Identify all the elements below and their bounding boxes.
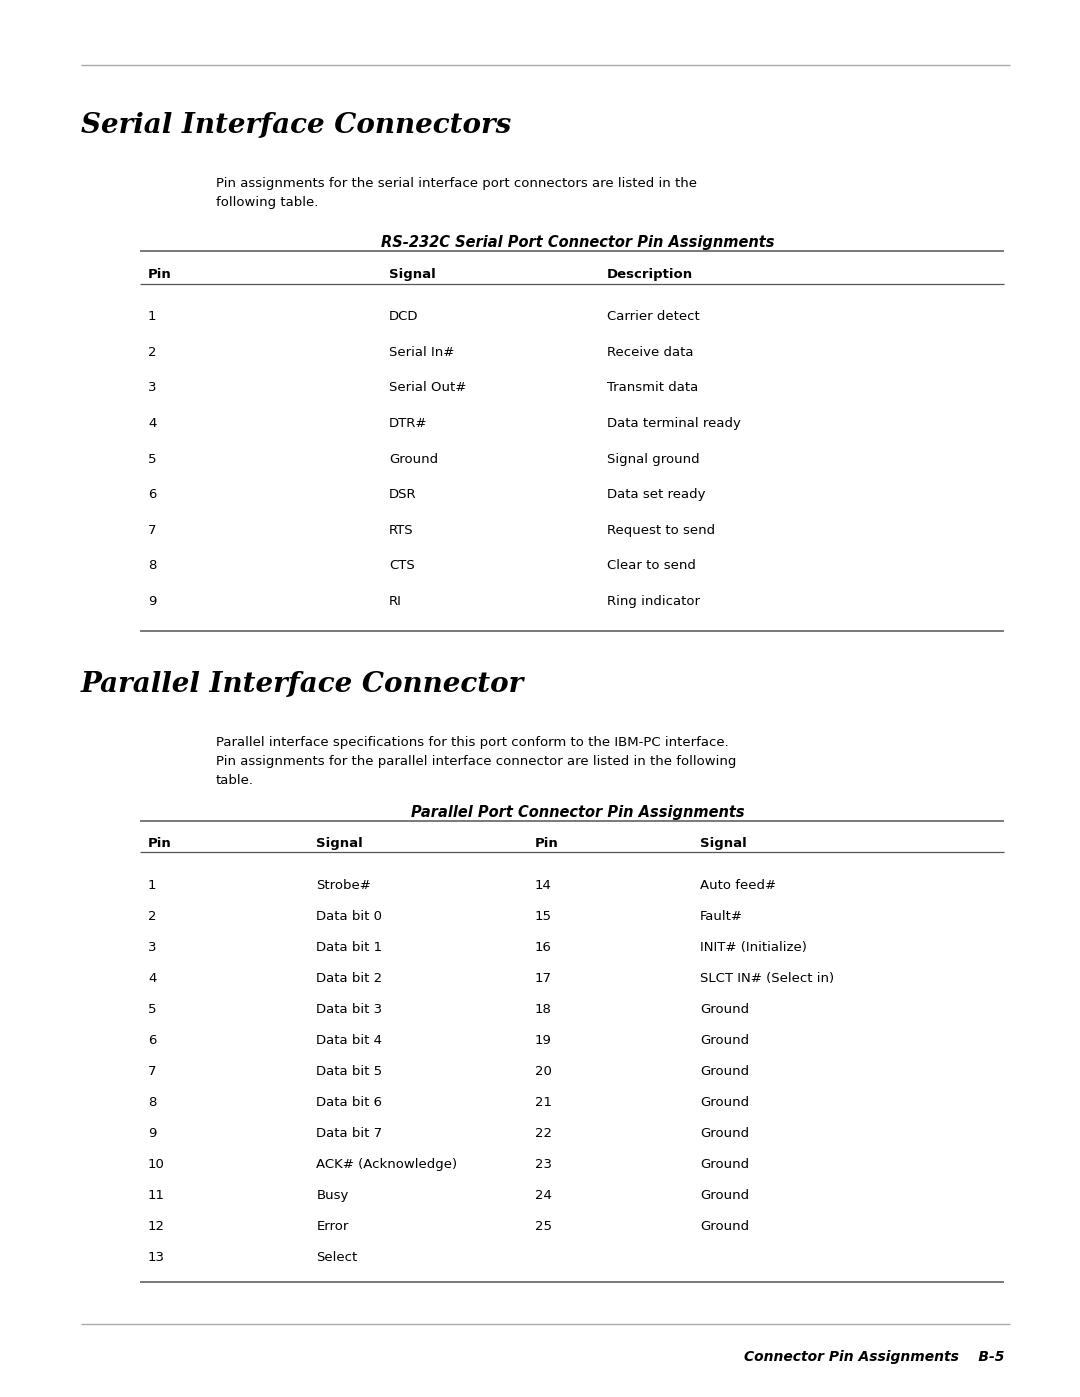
Text: Ground: Ground xyxy=(389,453,437,465)
Text: Ground: Ground xyxy=(700,1189,748,1201)
Text: Error: Error xyxy=(316,1220,349,1234)
Text: 7: 7 xyxy=(148,1065,157,1078)
Text: DCD: DCD xyxy=(389,310,418,323)
Text: 14: 14 xyxy=(535,879,552,891)
Text: Ground: Ground xyxy=(700,1003,748,1016)
Text: Pin: Pin xyxy=(148,268,172,281)
Text: 6: 6 xyxy=(148,1034,157,1046)
Text: 22: 22 xyxy=(535,1127,552,1140)
Text: 11: 11 xyxy=(148,1189,165,1201)
Text: DTR#: DTR# xyxy=(389,416,428,430)
Text: Ground: Ground xyxy=(700,1034,748,1046)
Text: Data bit 7: Data bit 7 xyxy=(316,1127,382,1140)
Text: 24: 24 xyxy=(535,1189,552,1201)
Text: 2: 2 xyxy=(148,909,157,923)
Text: 20: 20 xyxy=(535,1065,552,1078)
Text: 19: 19 xyxy=(535,1034,552,1046)
Text: Busy: Busy xyxy=(316,1189,349,1201)
Text: 15: 15 xyxy=(535,909,552,923)
Text: Ground: Ground xyxy=(700,1065,748,1078)
Text: 16: 16 xyxy=(535,940,552,954)
Text: Data terminal ready: Data terminal ready xyxy=(607,416,741,430)
Text: 5: 5 xyxy=(148,453,157,465)
Text: CTS: CTS xyxy=(389,559,415,573)
Text: Auto feed#: Auto feed# xyxy=(700,879,775,891)
Text: Connector Pin Assignments    B-5: Connector Pin Assignments B-5 xyxy=(744,1350,1004,1363)
Text: RTS: RTS xyxy=(389,524,414,536)
Text: Clear to send: Clear to send xyxy=(607,559,696,573)
Text: RI: RI xyxy=(389,595,402,608)
Text: Parallel Port Connector Pin Assignments: Parallel Port Connector Pin Assignments xyxy=(411,805,744,820)
Text: 4: 4 xyxy=(148,416,157,430)
Text: 1: 1 xyxy=(148,879,157,891)
Text: Signal ground: Signal ground xyxy=(607,453,700,465)
Text: 4: 4 xyxy=(148,972,157,985)
Text: Ground: Ground xyxy=(700,1127,748,1140)
Text: 2: 2 xyxy=(148,345,157,359)
Text: Ground: Ground xyxy=(700,1220,748,1234)
Text: 17: 17 xyxy=(535,972,552,985)
Text: 25: 25 xyxy=(535,1220,552,1234)
Text: Ring indicator: Ring indicator xyxy=(607,595,700,608)
Text: INIT# (Initialize): INIT# (Initialize) xyxy=(700,940,807,954)
Text: 21: 21 xyxy=(535,1095,552,1109)
Text: Receive data: Receive data xyxy=(607,345,693,359)
Text: 3: 3 xyxy=(148,940,157,954)
Text: Serial Interface Connectors: Serial Interface Connectors xyxy=(81,112,511,138)
Text: Ground: Ground xyxy=(700,1158,748,1171)
Text: Serial Out#: Serial Out# xyxy=(389,381,467,394)
Text: Ground: Ground xyxy=(700,1095,748,1109)
Text: 8: 8 xyxy=(148,1095,157,1109)
Text: Pin: Pin xyxy=(535,837,558,849)
Text: Serial In#: Serial In# xyxy=(389,345,455,359)
Text: 3: 3 xyxy=(148,381,157,394)
Text: Data bit 0: Data bit 0 xyxy=(316,909,382,923)
Text: 18: 18 xyxy=(535,1003,552,1016)
Text: Data bit 5: Data bit 5 xyxy=(316,1065,382,1078)
Text: Select: Select xyxy=(316,1250,357,1264)
Text: Data bit 1: Data bit 1 xyxy=(316,940,382,954)
Text: Transmit data: Transmit data xyxy=(607,381,698,394)
Text: ACK# (Acknowledge): ACK# (Acknowledge) xyxy=(316,1158,458,1171)
Text: 23: 23 xyxy=(535,1158,552,1171)
Text: Fault#: Fault# xyxy=(700,909,743,923)
Text: 1: 1 xyxy=(148,310,157,323)
Text: Signal: Signal xyxy=(700,837,746,849)
Text: Request to send: Request to send xyxy=(607,524,715,536)
Text: Parallel Interface Connector: Parallel Interface Connector xyxy=(81,671,524,697)
Text: Strobe#: Strobe# xyxy=(316,879,372,891)
Text: Signal: Signal xyxy=(389,268,435,281)
Text: Carrier detect: Carrier detect xyxy=(607,310,700,323)
Text: Pin assignments for the serial interface port connectors are listed in the
follo: Pin assignments for the serial interface… xyxy=(216,177,697,210)
Text: 9: 9 xyxy=(148,1127,157,1140)
Text: 9: 9 xyxy=(148,595,157,608)
Text: Pin: Pin xyxy=(148,837,172,849)
Text: 10: 10 xyxy=(148,1158,165,1171)
Text: 7: 7 xyxy=(148,524,157,536)
Text: Data bit 4: Data bit 4 xyxy=(316,1034,382,1046)
Text: 5: 5 xyxy=(148,1003,157,1016)
Text: 6: 6 xyxy=(148,488,157,502)
Text: Data bit 3: Data bit 3 xyxy=(316,1003,382,1016)
Text: Data bit 6: Data bit 6 xyxy=(316,1095,382,1109)
Text: Description: Description xyxy=(607,268,693,281)
Text: SLCT IN# (Select in): SLCT IN# (Select in) xyxy=(700,972,834,985)
Text: Data bit 2: Data bit 2 xyxy=(316,972,382,985)
Text: RS-232C Serial Port Connector Pin Assignments: RS-232C Serial Port Connector Pin Assign… xyxy=(381,235,774,250)
Text: Signal: Signal xyxy=(316,837,363,849)
Text: Data set ready: Data set ready xyxy=(607,488,705,502)
Text: 8: 8 xyxy=(148,559,157,573)
Text: 12: 12 xyxy=(148,1220,165,1234)
Text: 13: 13 xyxy=(148,1250,165,1264)
Text: DSR: DSR xyxy=(389,488,417,502)
Text: Parallel interface specifications for this port conform to the IBM-PC interface.: Parallel interface specifications for th… xyxy=(216,736,737,788)
